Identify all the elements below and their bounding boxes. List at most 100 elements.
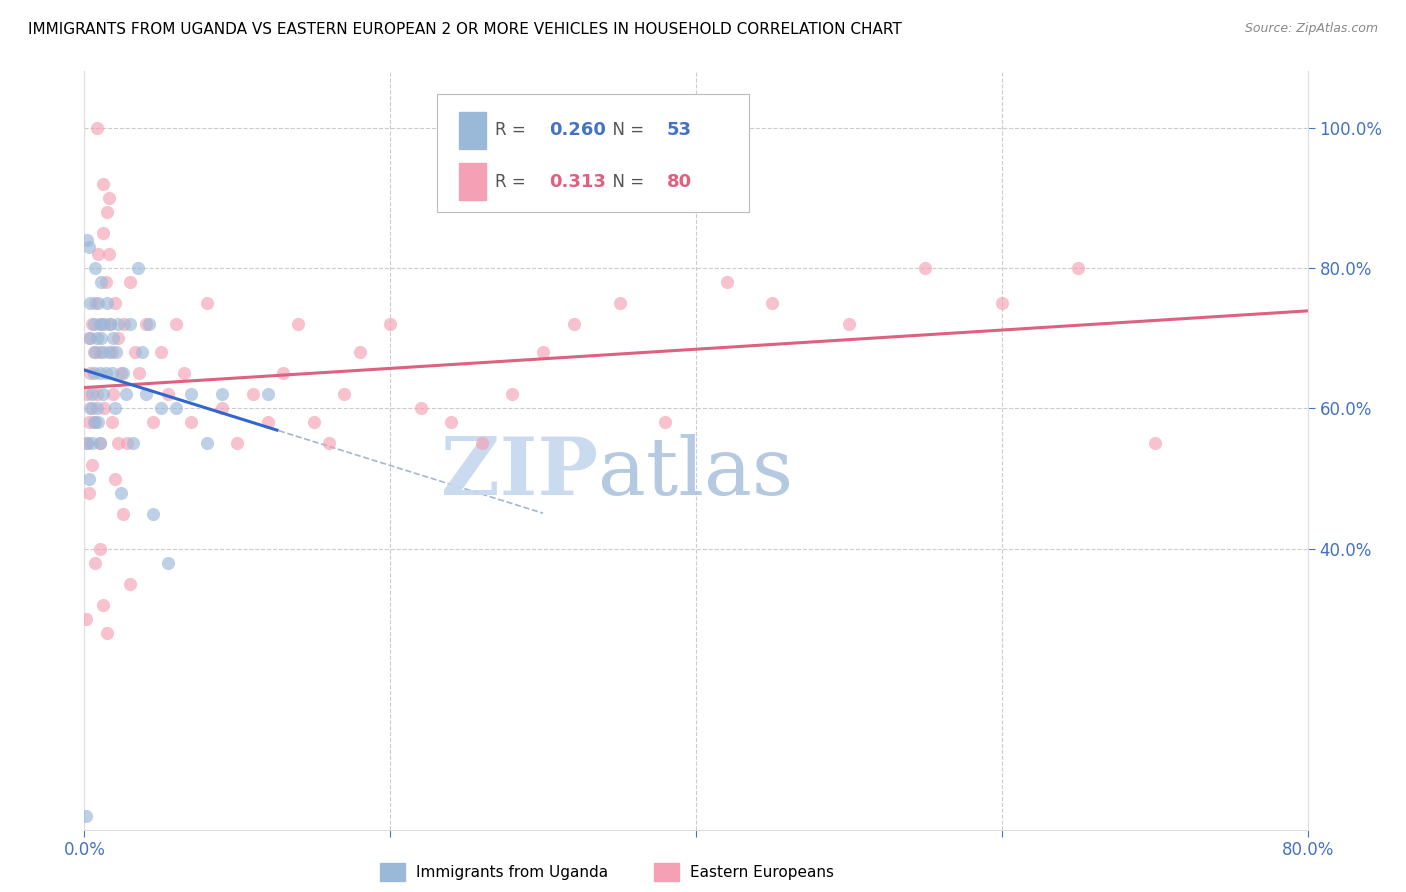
- Point: [89, 541, 111, 556]
- Point: [180, 416, 202, 430]
- Point: [112, 317, 135, 331]
- Point: [115, 436, 138, 450]
- Point: [97, 191, 120, 205]
- Point: [195, 436, 218, 450]
- Point: [97, 247, 120, 261]
- Point: [562, 317, 585, 331]
- Point: [93, 317, 115, 331]
- Point: [135, 317, 157, 331]
- Point: [96, 626, 118, 640]
- Point: [257, 416, 280, 430]
- Point: [111, 507, 134, 521]
- Point: [1067, 260, 1090, 275]
- Point: [114, 387, 136, 401]
- Point: [94, 366, 117, 380]
- Point: [107, 436, 129, 450]
- Point: [157, 556, 180, 570]
- Point: [91, 226, 114, 240]
- Point: [124, 345, 146, 359]
- Point: [80, 387, 103, 401]
- Point: [84, 345, 107, 359]
- Point: [195, 296, 218, 310]
- Point: [87, 247, 110, 261]
- Point: [87, 416, 110, 430]
- Point: [89, 436, 111, 450]
- Point: [84, 260, 107, 275]
- Point: [120, 275, 142, 289]
- Point: [104, 401, 127, 416]
- Point: [257, 387, 280, 401]
- Point: [211, 401, 233, 416]
- Point: [149, 401, 172, 416]
- Point: [86, 401, 108, 416]
- Point: [157, 387, 180, 401]
- Text: Immigrants from Uganda: Immigrants from Uganda: [416, 865, 609, 880]
- Point: [110, 366, 132, 380]
- Point: [142, 416, 165, 430]
- Point: [226, 436, 249, 450]
- Point: [101, 345, 124, 359]
- Point: [105, 345, 128, 359]
- Point: [84, 556, 107, 570]
- Point: [104, 471, 127, 485]
- Point: [83, 416, 105, 430]
- Point: [302, 416, 325, 430]
- Point: [110, 485, 132, 500]
- Point: [90, 275, 112, 289]
- Point: [107, 331, 129, 345]
- Point: [77, 416, 100, 430]
- Point: [91, 177, 114, 191]
- Point: [131, 345, 153, 359]
- Point: [211, 387, 233, 401]
- Point: [103, 387, 125, 401]
- Point: [271, 366, 294, 380]
- Point: [173, 366, 195, 380]
- Point: [80, 436, 103, 450]
- Point: [502, 387, 524, 401]
- Point: [86, 331, 108, 345]
- Text: 0.313: 0.313: [550, 172, 606, 191]
- Point: [318, 436, 340, 450]
- Point: [165, 317, 187, 331]
- Point: [87, 296, 110, 310]
- Point: [91, 345, 114, 359]
- Point: [77, 485, 100, 500]
- Point: [128, 366, 150, 380]
- Point: [91, 598, 114, 612]
- Point: [122, 436, 145, 450]
- Point: [75, 808, 97, 822]
- Point: [79, 366, 101, 380]
- Point: [86, 387, 108, 401]
- Point: [77, 471, 100, 485]
- Point: [90, 331, 112, 345]
- Point: [84, 296, 107, 310]
- Point: [86, 120, 108, 135]
- Point: [991, 296, 1014, 310]
- Point: [90, 317, 112, 331]
- Point: [107, 317, 129, 331]
- Point: [242, 387, 264, 401]
- Text: 53: 53: [666, 121, 692, 139]
- Point: [76, 436, 98, 450]
- Point: [654, 416, 676, 430]
- Bar: [458, 163, 485, 200]
- Text: R =: R =: [495, 172, 537, 191]
- Point: [120, 577, 142, 591]
- Text: N =: N =: [602, 121, 650, 139]
- Point: [914, 260, 936, 275]
- Point: [1143, 436, 1166, 450]
- Point: [80, 458, 103, 472]
- Point: [77, 331, 100, 345]
- Point: [79, 401, 101, 416]
- Point: [76, 436, 98, 450]
- Point: [609, 296, 631, 310]
- Point: [165, 401, 187, 416]
- FancyBboxPatch shape: [437, 95, 748, 211]
- Point: [94, 275, 117, 289]
- Text: Eastern Europeans: Eastern Europeans: [690, 865, 834, 880]
- Point: [440, 416, 463, 430]
- Point: [79, 331, 101, 345]
- Point: [180, 387, 202, 401]
- Point: [127, 260, 149, 275]
- Point: [103, 331, 125, 345]
